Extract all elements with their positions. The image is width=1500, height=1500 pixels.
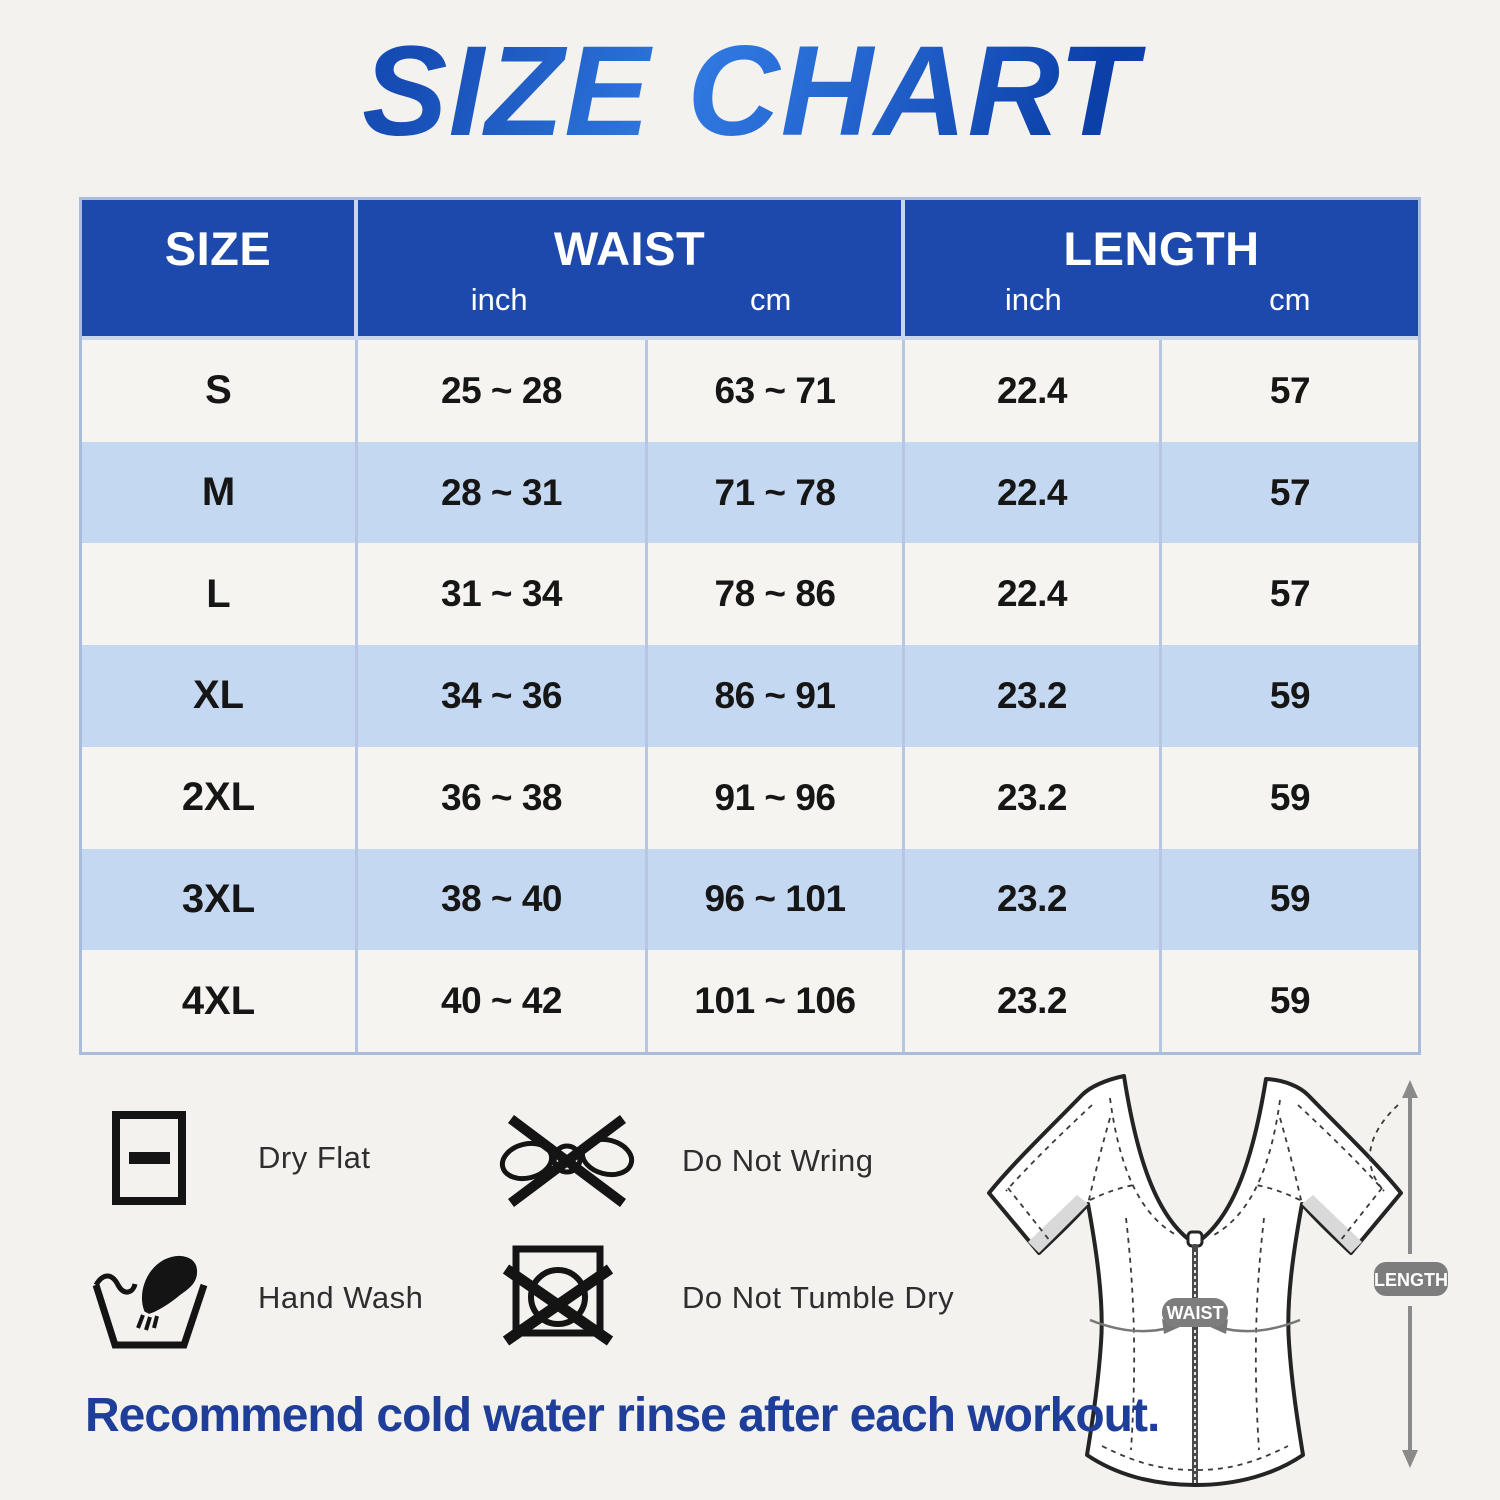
table-row-s-size: S: [82, 340, 358, 442]
svg-text:WAIST: WAIST: [1167, 1303, 1224, 1323]
hand-wash-icon: [86, 1243, 214, 1353]
waist-measure-label: WAIST: [1162, 1298, 1228, 1327]
table-row-4xl-waist-inch: 40 ~ 42: [358, 950, 648, 1052]
table-row-l-length-inch: 22.4: [905, 543, 1162, 646]
do-not-tumble-dry-icon: [498, 1243, 618, 1353]
waist-inch-unit-label: inch: [470, 282, 528, 317]
table-row-4xl-length-inch: 23.2: [905, 950, 1162, 1052]
table-row-m-waist-cm: 71 ~ 78: [648, 441, 905, 544]
page-title: SIZE CHART: [0, 18, 1500, 165]
dry-flat-icon: [100, 1110, 200, 1206]
table-row-l-length-cm: 57: [1162, 543, 1418, 646]
svg-text:LENGTH: LENGTH: [1374, 1270, 1448, 1290]
table-row-4xl-length-cm: 59: [1162, 950, 1418, 1052]
table-row-4xl-size: 4XL: [82, 950, 358, 1052]
table-row-xl-waist-inch: 34 ~ 36: [358, 645, 648, 747]
length-units-row: inch cm: [905, 280, 1418, 320]
care-label: Do Not Wring: [682, 1143, 874, 1178]
size-table: SIZE WAIST inch cm LENGTH inch cm S 25 ~…: [79, 197, 1421, 1055]
do-not-wring-icon: [492, 1103, 642, 1219]
table-row-l-size: L: [82, 543, 358, 646]
sleeve-strip-left: [1028, 1195, 1088, 1253]
seam-lines: [1005, 1097, 1399, 1471]
table-row-xl-waist-cm: 86 ~ 91: [648, 645, 905, 747]
table-row-m-length-cm: 57: [1162, 441, 1418, 544]
table-row-xl-length-inch: 23.2: [905, 645, 1162, 747]
table-row-s-waist-cm: 63 ~ 71: [648, 340, 905, 442]
care-item-do-not-tumble-dry: Do Not Tumble Dry: [498, 1243, 954, 1353]
care-label: Dry Flat: [258, 1140, 371, 1175]
sleeve-strip-right: [1302, 1195, 1362, 1253]
table-row-s-length-inch: 22.4: [905, 340, 1162, 442]
waist-cm-unit-label: cm: [750, 282, 792, 317]
length-measure-label: LENGTH: [1374, 1262, 1448, 1296]
length-inch-unit-label: inch: [1004, 282, 1062, 317]
care-label: Do Not Tumble Dry: [682, 1280, 955, 1315]
length-header-label: LENGTH: [1063, 222, 1260, 275]
table-row-m-size: M: [82, 441, 358, 544]
table-row-2xl-waist-cm: 91 ~ 96: [648, 746, 905, 849]
waist-header-label: WAIST: [553, 222, 706, 275]
length-cm-unit-label: cm: [1269, 282, 1311, 317]
table-row-3xl-waist-cm: 96 ~ 101: [648, 848, 905, 951]
garment-diagram: WAIST LENGTH: [987, 1074, 1448, 1487]
col-header-size: SIZE: [82, 200, 358, 340]
waist-units-row: inch cm: [358, 280, 901, 320]
table-row-2xl-length-inch: 23.2: [905, 746, 1162, 849]
table-row-3xl-waist-inch: 38 ~ 40: [358, 848, 648, 951]
table-row-2xl-size: 2XL: [82, 746, 358, 849]
care-label: Hand Wash: [258, 1280, 424, 1315]
length-arrowhead-top: [1402, 1080, 1418, 1098]
table-row-4xl-waist-cm: 101 ~ 106: [648, 950, 905, 1052]
table-row-3xl-length-cm: 59: [1162, 848, 1418, 951]
table-row-xl-size: XL: [82, 645, 358, 747]
table-row-2xl-length-cm: 59: [1162, 746, 1418, 849]
table-row-m-length-inch: 22.4: [905, 441, 1162, 544]
table-row-2xl-waist-inch: 36 ~ 38: [358, 746, 648, 849]
footer-note: Recommend cold water rinse after each wo…: [85, 1389, 1160, 1442]
table-row-l-waist-cm: 78 ~ 86: [648, 543, 905, 646]
length-arrowhead-bottom: [1402, 1450, 1418, 1468]
table-row-m-waist-inch: 28 ~ 31: [358, 441, 648, 544]
care-item-hand-wash: Hand Wash: [86, 1243, 423, 1353]
table-row-3xl-size: 3XL: [82, 848, 358, 951]
table-row-l-waist-inch: 31 ~ 34: [358, 543, 648, 646]
care-item-do-not-wring: Do Not Wring: [492, 1103, 874, 1219]
col-header-length: LENGTH inch cm: [905, 200, 1418, 340]
zipper: [1186, 1230, 1204, 1483]
table-row-3xl-length-inch: 23.2: [905, 848, 1162, 951]
table-row-s-waist-inch: 25 ~ 28: [358, 340, 648, 442]
table-row-xl-length-cm: 59: [1162, 645, 1418, 747]
care-item-dry-flat: Dry Flat: [100, 1110, 371, 1206]
table-row-s-length-cm: 57: [1162, 340, 1418, 442]
col-header-waist: WAIST inch cm: [358, 200, 905, 340]
size-header-label: SIZE: [164, 222, 272, 275]
